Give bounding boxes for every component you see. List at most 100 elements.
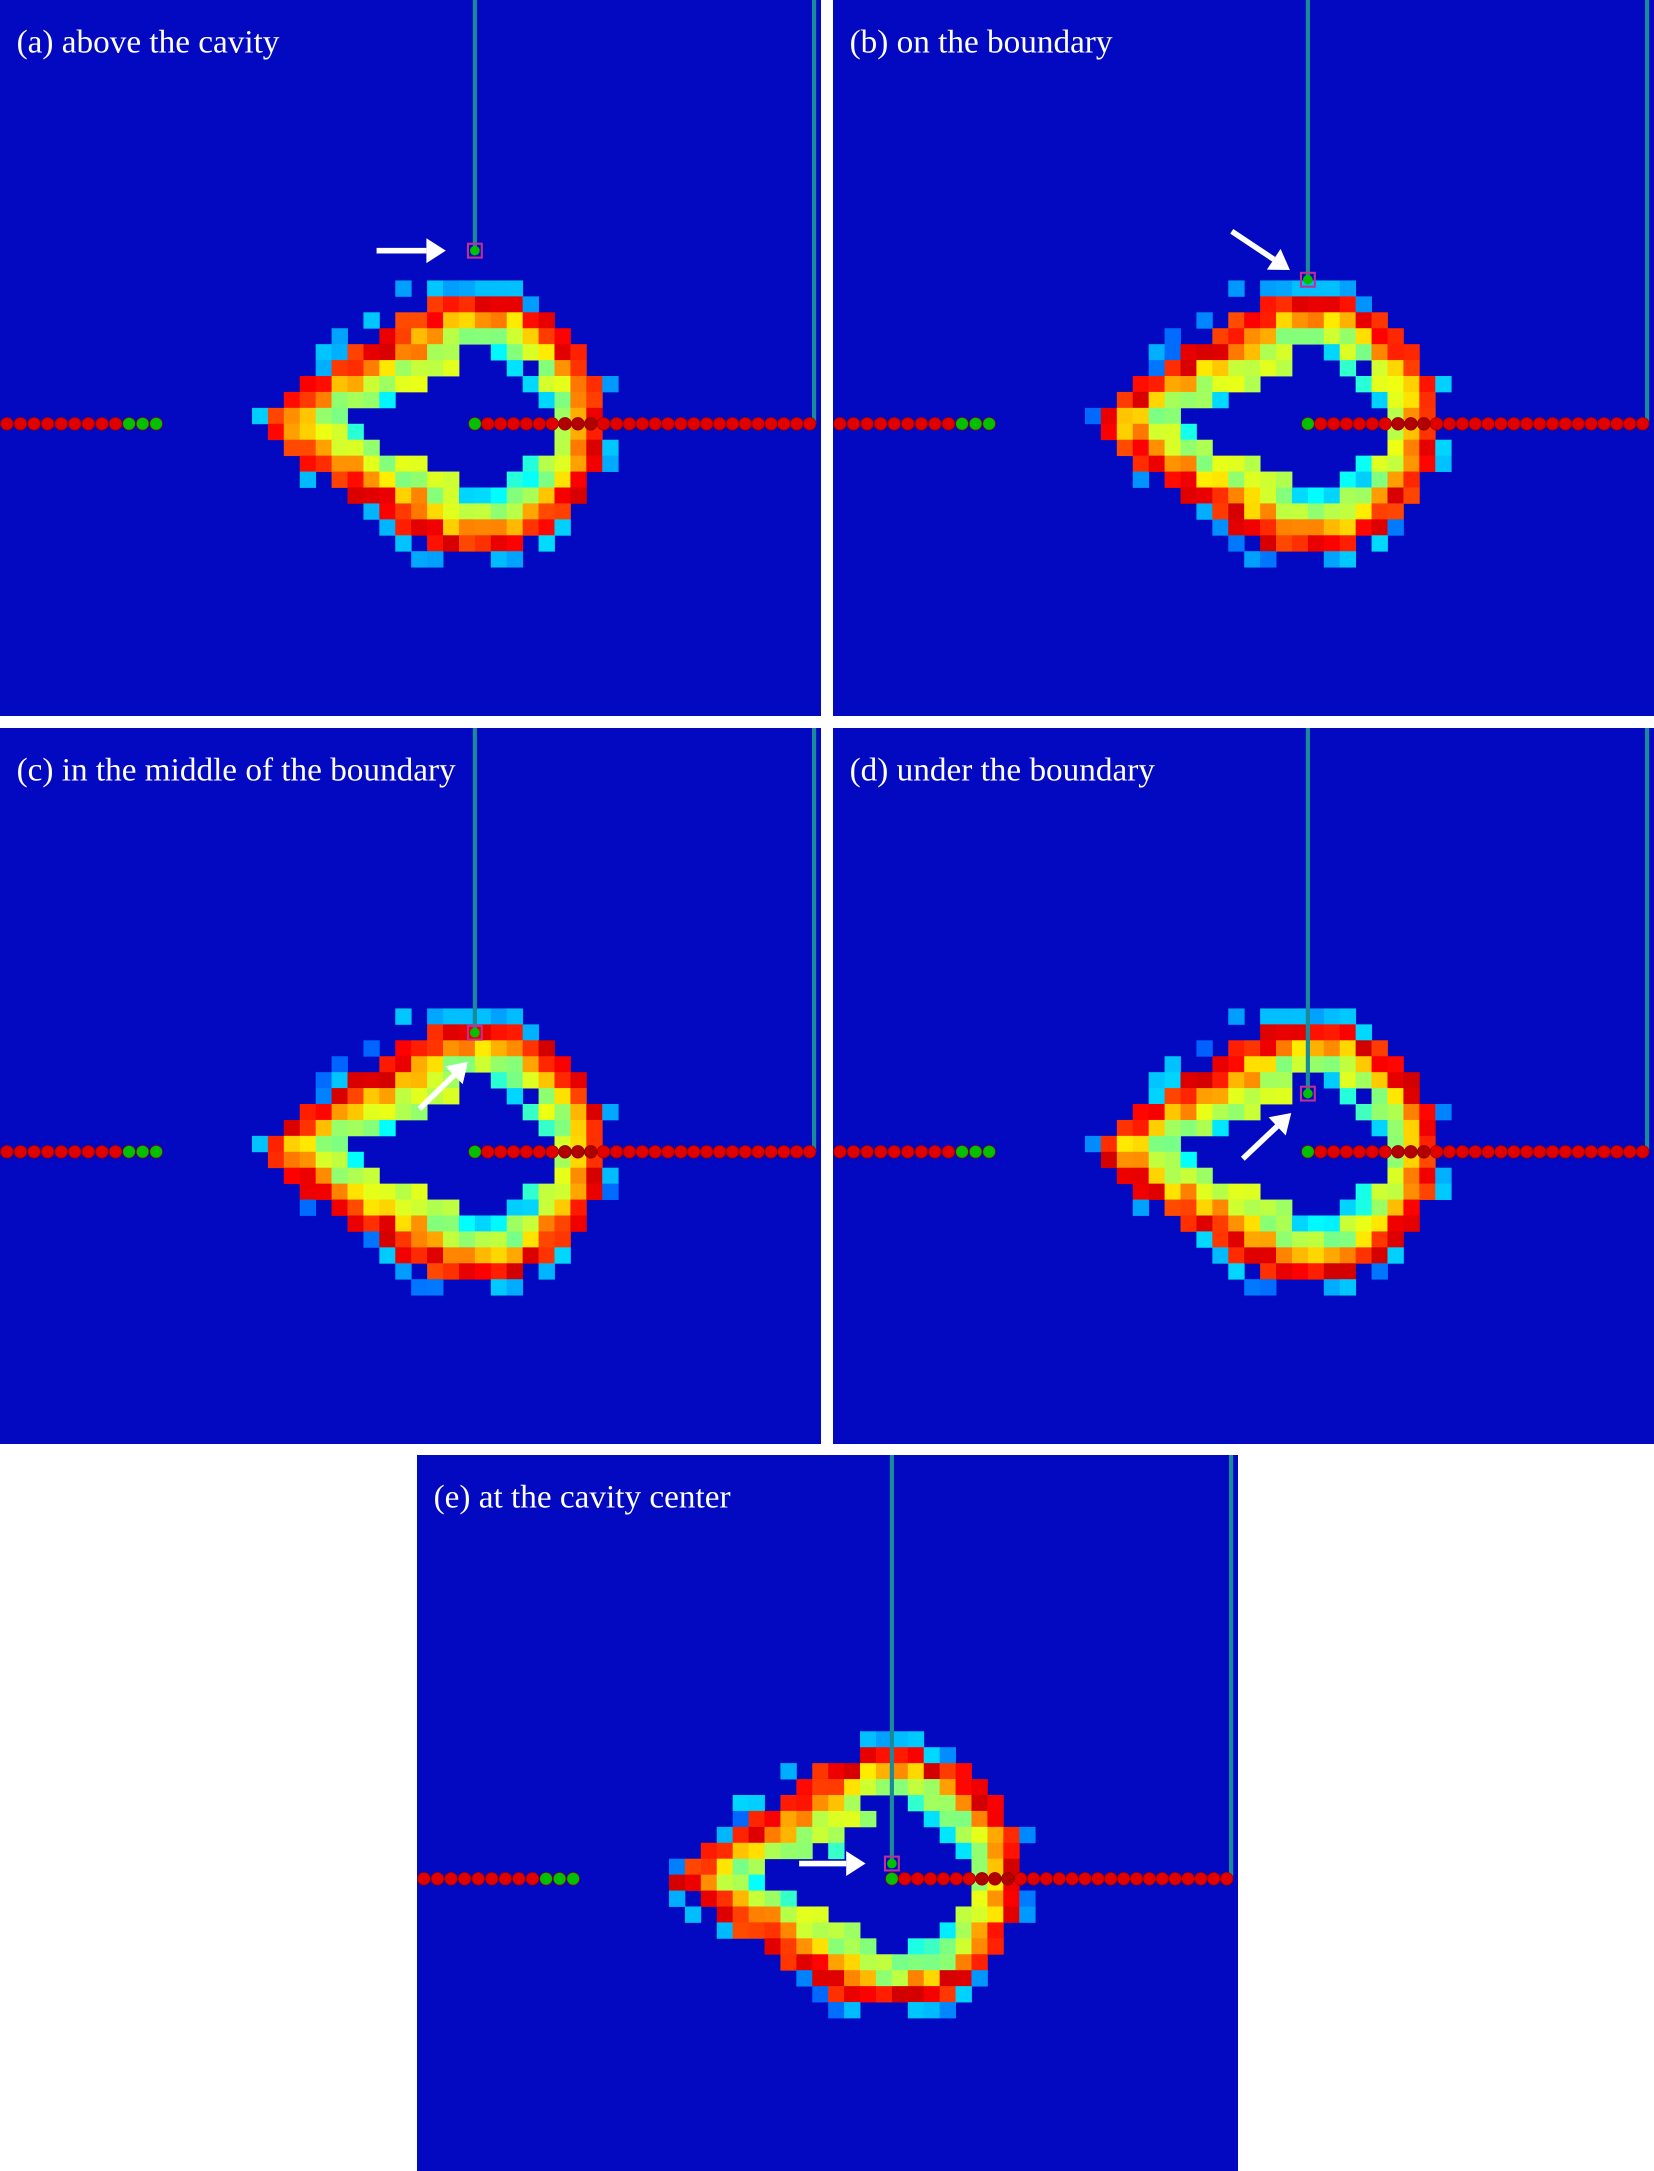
heatmap-cell	[379, 1104, 396, 1121]
heatmap-cell	[812, 1922, 829, 1939]
heatmap-cell	[554, 1056, 571, 1073]
heatmap-cell	[458, 312, 476, 329]
heatmap-cell	[506, 1231, 524, 1248]
heatmap-cell	[427, 1231, 444, 1248]
particle-dot	[584, 417, 598, 431]
heatmap-cell	[554, 1247, 571, 1264]
particle-dot	[1052, 1872, 1066, 1886]
heatmap-cell	[1260, 1231, 1277, 1248]
heatmap-cell	[1132, 439, 1150, 457]
heatmap-cell	[987, 1810, 1004, 1828]
heatmap-cell	[554, 1167, 571, 1185]
heatmap-cell	[1196, 312, 1213, 329]
heatmap-cell	[1307, 1024, 1325, 1041]
heatmap-cell	[538, 1119, 555, 1137]
arrow-icon	[417, 1073, 456, 1111]
heatmap-cell	[939, 1954, 956, 1971]
heatmap-cell	[1260, 1088, 1277, 1105]
particle-dot	[725, 1145, 740, 1159]
heatmap-cell	[748, 1842, 765, 1860]
particle-dot	[1597, 1145, 1611, 1159]
heatmap-cell	[828, 1779, 845, 1796]
heatmap-cell	[1323, 280, 1341, 297]
heatmap-cell	[1244, 312, 1261, 329]
heatmap-cell	[939, 1970, 956, 1987]
heatmap-cell	[700, 1874, 718, 1891]
particle-dot	[27, 417, 41, 431]
heatmap-cell	[748, 1858, 765, 1876]
particle-dot	[1168, 1872, 1182, 1886]
particle-dot	[712, 1145, 727, 1159]
particle-dot	[1404, 417, 1418, 431]
panel-e: (e) at the cavity center	[417, 1455, 1238, 2171]
heatmap-cell	[490, 535, 508, 552]
heatmap-cell	[1148, 376, 1165, 393]
heatmap-cell	[1403, 376, 1420, 393]
heatmap-cell	[1339, 1072, 1357, 1089]
arrow-head-icon	[846, 1851, 866, 1877]
particle-dot	[949, 1872, 963, 1886]
heatmap-cell	[987, 1906, 1004, 1923]
heatmap-cell	[764, 1906, 781, 1923]
heatmap-cell	[923, 1763, 941, 1780]
heatmap-cell	[411, 1072, 428, 1089]
heatmap-cell	[860, 1779, 877, 1796]
heatmap-cell	[315, 1151, 332, 1169]
heatmap-cell	[315, 1119, 332, 1137]
heatmap-cell	[490, 1279, 508, 1296]
heatmap-cell	[1323, 1279, 1341, 1296]
particle-dot	[95, 417, 109, 431]
heatmap-cell	[538, 344, 555, 361]
particle-dot	[566, 1872, 580, 1886]
heatmap-cell	[1403, 439, 1420, 457]
heatmap-cell	[363, 1072, 380, 1089]
heatmap-cell	[347, 455, 364, 472]
heatmap-cell	[570, 360, 587, 377]
heatmap-cell	[1180, 439, 1197, 457]
heatmap-cell	[331, 391, 348, 409]
heatmap-cell	[299, 1135, 317, 1153]
particle-dot	[802, 1145, 817, 1159]
heatmap-cell	[732, 1826, 749, 1844]
heatmap-cell	[538, 1199, 555, 1216]
heatmap-cell	[1355, 1072, 1372, 1089]
heatmap-cell	[796, 1938, 813, 1955]
heatmap-cell	[1132, 376, 1150, 393]
heatmap-cell	[1307, 1247, 1325, 1264]
heatmap-cell	[490, 1263, 508, 1280]
heatmap-cell	[427, 360, 444, 377]
heatmap-cell	[1196, 1119, 1213, 1137]
heatmap-cell	[1212, 360, 1229, 377]
heatmap-cell	[732, 1858, 749, 1876]
heatmap-cell	[1244, 1183, 1261, 1200]
particle-dot	[1597, 417, 1611, 431]
particle-dot	[108, 1145, 123, 1159]
heatmap-cell	[411, 1231, 428, 1248]
heatmap-cell	[1323, 328, 1341, 345]
heatmap-cell	[812, 1810, 829, 1828]
probe-dot	[1303, 274, 1313, 285]
heatmap-cell	[1180, 1167, 1197, 1185]
particle-dot	[873, 417, 888, 431]
heatmap-cell	[1180, 471, 1197, 488]
heatmap-cell	[1228, 1088, 1245, 1105]
particle-dot	[833, 417, 847, 431]
heatmap-cell	[602, 455, 619, 472]
heatmap-cell	[764, 1810, 781, 1828]
heatmap-cell	[506, 1199, 524, 1216]
heatmap-cell	[1164, 455, 1181, 472]
heatmap-cell	[971, 1938, 988, 1955]
heatmap-cell	[1180, 1072, 1197, 1089]
particle-dot	[648, 1145, 662, 1159]
heatmap-cell	[1307, 1008, 1325, 1025]
heatmap-cell	[538, 1247, 555, 1264]
heatmap-cell	[315, 391, 332, 409]
particle-dot	[1610, 1145, 1624, 1159]
heatmap-cell	[522, 1040, 539, 1057]
heatmap-cell	[506, 360, 524, 377]
heatmap-cell	[554, 439, 571, 457]
heatmap-cell	[1196, 1040, 1213, 1057]
heatmap-cell	[474, 312, 492, 329]
heatmap-cell	[1291, 535, 1309, 552]
heatmap-cell	[1276, 1215, 1293, 1232]
